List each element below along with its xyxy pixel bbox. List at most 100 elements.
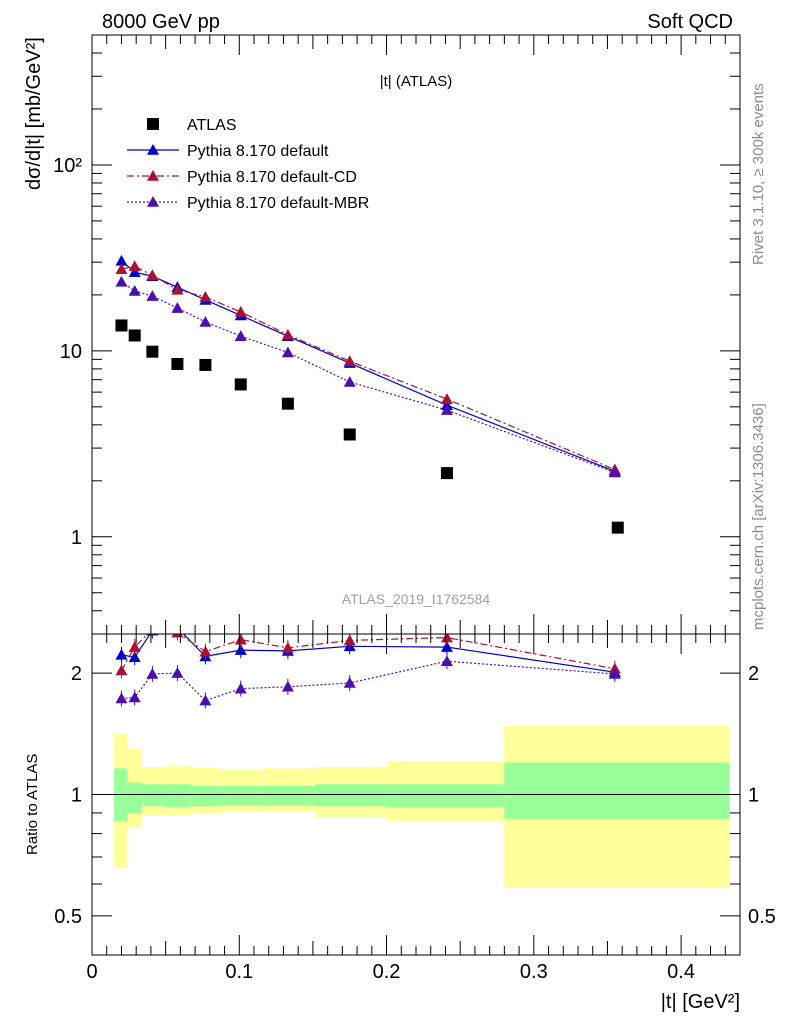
ratio-series-line <box>121 660 615 702</box>
ratio-panel: 0.5 0.5 1 1 2 2 0 0.1 0.2 0.3 0.4 Ratio to ATLAS |… <box>24 622 776 1013</box>
data-point <box>171 357 184 370</box>
x-axis-label: |t| [GeV²] <box>661 991 740 1013</box>
series-marker <box>128 284 141 296</box>
ratio-y-tick-label-left: 1 <box>71 785 82 807</box>
data-point <box>234 378 247 391</box>
ratio-y-tick-label-right: 0.5 <box>748 906 776 928</box>
ratio-series-marker <box>281 680 294 692</box>
series-marker <box>343 355 356 366</box>
legend-label: ATLAS <box>187 117 237 134</box>
series-marker <box>171 283 184 295</box>
legend-marker <box>147 144 159 155</box>
series-0 <box>115 319 624 534</box>
main-y-tick-label: 1 <box>71 527 82 549</box>
data-point <box>199 358 212 371</box>
data-point <box>281 397 294 410</box>
legend-marker <box>147 118 159 130</box>
data-point <box>343 428 356 441</box>
main-y-axis-label: dσ/d|t| [mb/GeV²] <box>23 37 45 190</box>
side-text-rivet: Rivet 3.1.10, ≥ 300k events <box>750 83 767 265</box>
ratio-series-marker <box>343 634 356 646</box>
ratio-series-marker <box>146 667 159 679</box>
stat-uncertainty-band <box>262 785 316 806</box>
ratio-series-marker <box>115 692 128 704</box>
series-1 <box>115 254 621 477</box>
header-left-title: 8000 GeV pp <box>102 11 220 33</box>
data-point <box>440 467 453 480</box>
ratio-y-tick-label-left: 2 <box>71 663 82 685</box>
series-marker <box>281 346 294 358</box>
legend: ATLAS Pythia 8.170 default Pythia 8.170 de… <box>127 117 369 212</box>
series-marker <box>234 305 247 317</box>
series-line <box>121 281 616 473</box>
stat-uncertainty-band <box>386 784 505 808</box>
ratio-series-marker <box>608 667 621 679</box>
ratio-series-marker <box>199 645 212 657</box>
main-y-tick-label: 10 <box>60 341 82 363</box>
series-marker <box>128 266 141 277</box>
series-marker <box>146 269 159 281</box>
ratio-series-marker <box>128 641 141 652</box>
ratio-series-2 <box>115 653 621 709</box>
stat-uncertainty-band <box>142 784 166 807</box>
stat-uncertainty-band <box>165 784 191 808</box>
ratio-series-marker <box>281 641 294 653</box>
data-point <box>128 329 141 342</box>
ratio-series-marker <box>171 634 184 638</box>
series-marker <box>115 254 128 266</box>
series-marker <box>146 290 159 301</box>
ratio-series-marker <box>234 644 247 655</box>
stat-uncertainty-band <box>504 762 730 819</box>
stat-uncertainty-band <box>190 785 221 807</box>
ratio-y-tick-label-left: 0.5 <box>54 906 82 928</box>
main-panel-title: |t| (ATLAS) <box>380 73 453 90</box>
series-2 <box>115 260 621 475</box>
ratio-series-marker <box>128 691 141 703</box>
series-marker <box>343 376 356 387</box>
side-text-mcplots: mcplots.cern.ch [arXiv:1306.3436] <box>750 403 767 630</box>
ratio-series-marker <box>128 651 141 662</box>
analysis-watermark: ATLAS_2019_I1762584 <box>342 591 491 607</box>
stat-uncertainty-band <box>127 782 143 813</box>
series-marker <box>199 290 212 302</box>
ratio-series-marker <box>440 634 453 643</box>
series-marker <box>281 328 294 340</box>
series-marker <box>440 393 453 404</box>
series-3 <box>115 275 621 478</box>
ratio-series-marker <box>171 667 184 678</box>
stat-uncertainty-band <box>220 785 263 806</box>
series-marker <box>234 330 247 341</box>
data-point <box>611 521 624 534</box>
legend-label: Pythia 8.170 default-CD <box>187 169 357 186</box>
x-tick-label: 0.1 <box>225 961 253 983</box>
ratio-series-marker <box>234 634 247 645</box>
ratio-series-marker <box>440 641 453 652</box>
ratio-series-marker <box>199 694 212 706</box>
legend-label: Pythia 8.170 default <box>187 143 329 160</box>
main-panel: 1 10 10² |t| (ATLAS) ATLAS_2019_I1762584 d… <box>23 34 741 635</box>
series-marker <box>440 404 453 415</box>
ratio-y-axis-label: Ratio to ATLAS <box>24 754 41 855</box>
x-tick-label: 0.4 <box>667 961 695 983</box>
ratio-series-line <box>121 634 615 673</box>
ratio-series-marker <box>234 682 247 694</box>
ratio-y-tick-label-right: 2 <box>748 663 759 685</box>
x-tick-label: 0.2 <box>373 961 401 983</box>
ratio-series-marker <box>343 676 356 688</box>
series-marker <box>128 260 141 272</box>
series-marker <box>199 315 212 327</box>
data-point <box>146 345 159 358</box>
stat-uncertainty-band <box>315 784 387 807</box>
series-marker <box>115 263 128 274</box>
ratio-series-marker <box>115 648 128 660</box>
x-tick-label: 0.3 <box>520 961 548 983</box>
legend-label: Pythia 8.170 default-MBR <box>187 195 369 212</box>
x-tick-label: 0 <box>86 961 97 983</box>
series-marker <box>115 275 128 287</box>
ratio-series-marker <box>146 623 158 634</box>
series-marker <box>608 466 621 478</box>
series-line <box>121 265 616 471</box>
ratio-series-marker <box>171 622 183 633</box>
header-right-title: Soft QCD <box>647 11 733 33</box>
